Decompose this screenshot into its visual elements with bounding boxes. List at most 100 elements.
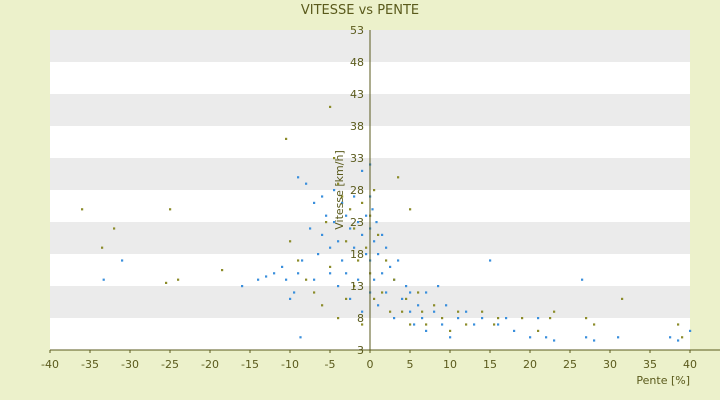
data-point [409,323,412,326]
x-tick-label: 5 [407,358,414,371]
x-tick-label: 20 [523,358,537,371]
data-point [441,323,444,326]
data-point [177,278,180,281]
y-tick-label: 13 [350,280,364,293]
data-point [329,272,332,275]
data-point [377,233,380,236]
data-point [281,265,284,268]
y-tick-label: 33 [350,152,364,165]
data-point [345,297,348,300]
data-point [537,317,540,320]
x-tick-label: 30 [603,358,617,371]
data-point [337,285,340,288]
data-point [257,278,260,281]
x-tick-label: 25 [563,358,577,371]
data-point [361,201,364,204]
data-point [401,310,404,313]
data-point [101,246,104,249]
data-point [333,189,336,192]
data-point [297,259,300,262]
data-point [241,285,244,288]
data-point [285,137,288,140]
data-point [297,176,300,179]
data-point [305,278,308,281]
data-point [397,259,400,262]
data-point [409,310,412,313]
data-point [493,323,496,326]
x-tick-label: -20 [201,358,219,371]
x-tick-label: -15 [241,358,259,371]
data-point [681,336,684,339]
data-point [349,208,352,211]
data-point [313,201,316,204]
data-point [221,269,224,272]
data-point [102,278,105,281]
data-point [441,317,444,320]
data-point [389,310,392,313]
data-point [313,278,316,281]
data-point [389,265,392,268]
x-tick-label: -25 [161,358,179,371]
data-point [375,221,378,224]
data-point [285,278,288,281]
data-point [361,169,364,172]
x-tick-label: -30 [121,358,139,371]
data-point [113,227,116,230]
data-point [405,297,408,300]
data-point [585,317,588,320]
data-point [313,291,316,294]
data-point [425,329,428,332]
x-tick-label: -35 [81,358,99,371]
data-point [397,176,400,179]
data-point [505,317,508,320]
data-point [433,304,436,307]
data-point [289,240,292,243]
data-point [393,317,396,320]
data-point [377,253,380,256]
data-point [381,291,384,294]
data-point [317,253,320,256]
axes [50,30,720,351]
data-point [299,336,302,339]
y-tick-label: 28 [350,184,364,197]
data-point [497,323,500,326]
data-point [349,297,352,300]
data-point [357,221,360,224]
data-point [449,336,452,339]
data-point [373,189,376,192]
data-point [341,259,344,262]
x-tick-label: -5 [325,358,336,371]
data-point [337,240,340,243]
data-point [437,285,440,288]
data-point [617,336,620,339]
data-point [361,323,364,326]
y-tick-label: 18 [350,248,364,261]
data-point [345,240,348,243]
data-point [621,297,624,300]
data-point [353,246,356,249]
data-point [381,272,384,275]
x-tick-label: -10 [281,358,299,371]
data-point [581,278,584,281]
x-tick-label: 40 [683,358,697,371]
data-point [425,291,428,294]
data-point [169,208,172,211]
data-point [553,339,556,342]
data-point [365,214,368,217]
data-point [365,246,368,249]
data-point [329,105,332,108]
data-point [401,297,404,300]
x-tick-label: 0 [367,358,374,371]
data-point [409,208,412,211]
data-point [385,291,388,294]
data-point [309,227,312,230]
data-point [425,323,428,326]
data-point [373,240,376,243]
data-point [321,304,324,307]
data-point [593,323,596,326]
data-point [405,285,408,288]
data-point [333,221,336,224]
data-point [361,233,364,236]
data-point [361,310,364,313]
data-point [357,259,360,262]
